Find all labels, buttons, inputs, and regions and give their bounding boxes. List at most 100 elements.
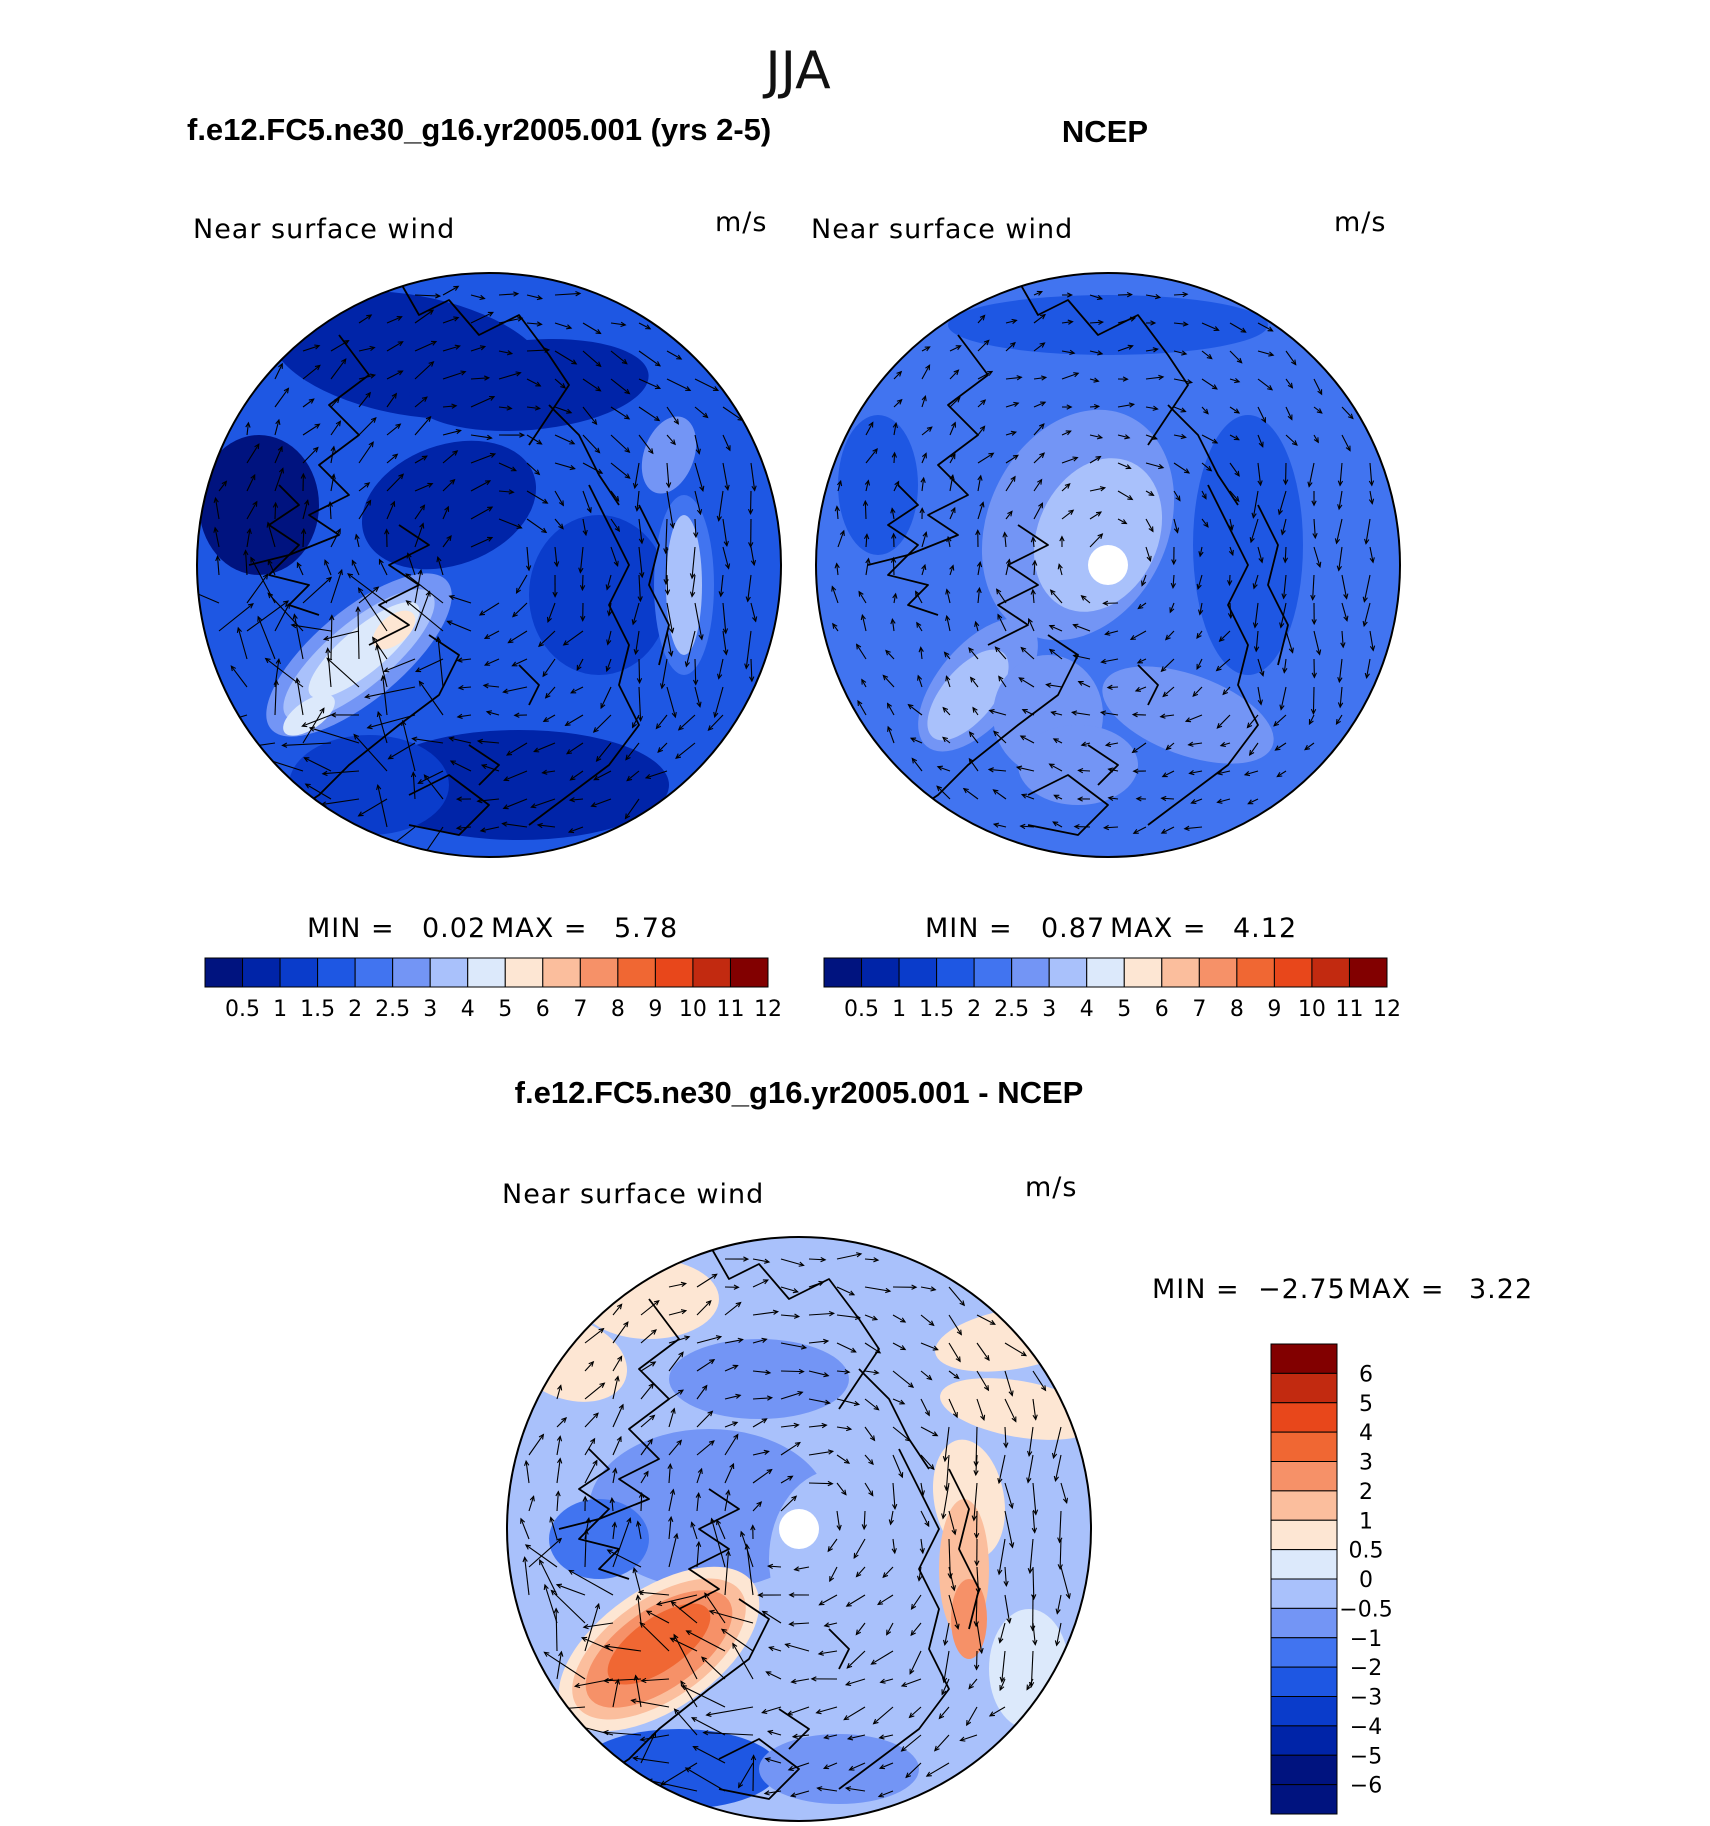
wind-arrow [246,527,252,548]
field-region [372,610,416,650]
wind-arrow [542,714,556,723]
wind-arrow [1030,588,1036,604]
wind-arrow [886,702,895,716]
wind-arrow [632,1755,670,1764]
wind-arrow [916,621,923,632]
wind-arrow [1100,658,1119,664]
wind-arrow [893,370,903,380]
colorbar-tick-label: 3 [1042,997,1056,1022]
panel-diff-max-label: MAX = [1348,1274,1444,1305]
wind-arrow [861,678,867,688]
wind-arrow [1005,375,1023,381]
wind-arrow [977,452,995,464]
coastline [248,334,370,566]
wind-arrow [610,462,631,479]
wind-arrow [639,1621,670,1652]
wind-arrow [933,1734,950,1752]
wind-arrow [1162,686,1175,698]
field-region [199,435,319,575]
wind-arrow [386,453,399,464]
wind-arrow [1341,602,1349,622]
wind-arrow [694,490,703,516]
wind-arrow [302,499,310,520]
field-region [769,1469,909,1649]
wind-arrow [386,341,404,352]
wind-arrow [303,757,332,772]
wind-arrow [659,658,668,690]
wind-arrow [1285,378,1294,389]
wind-arrow [330,340,350,352]
wind-arrow [526,518,548,534]
wind-arrow [1164,630,1175,641]
wind-arrow [1285,350,1297,366]
wind-arrow [1252,574,1259,590]
panel-model-units: m/s [715,207,767,238]
wind-arrow [1304,742,1315,751]
colorbar-swatch [392,957,431,988]
wind-arrow [916,1566,923,1582]
wind-arrow [1310,686,1317,715]
wind-arrow [1160,795,1175,802]
wind-arrow [556,1384,563,1400]
wind-arrow [578,546,584,574]
wind-arrow [386,315,403,324]
wind-arrow [974,620,980,632]
wind-arrow [822,1762,838,1770]
wind-arrow [435,636,444,688]
wind-arrow [513,712,528,718]
wind-arrow [882,1566,894,1579]
wind-arrow [470,480,492,492]
wind-arrow [1281,574,1287,600]
wind-arrow [610,490,620,502]
wind-arrow [668,1488,676,1512]
wind-arrow [1229,406,1241,414]
wind-arrow [968,1678,978,1690]
colorbar-tick-label: 4 [1359,1421,1373,1446]
colorbar-swatch [654,957,694,988]
wind-arrow [704,1592,726,1624]
wind-arrow [707,714,724,732]
wind-arrow [638,1491,645,1512]
wind-arrow [1282,546,1289,564]
wind-arrow [483,658,500,666]
wind-arrow [580,1636,614,1652]
wind-arrow [780,1441,801,1456]
wind-arrow [296,561,304,576]
wind-arrow [724,1421,739,1428]
wind-arrow [405,573,444,604]
wind-arrow [918,646,924,660]
wind-arrow [595,742,612,762]
wind-arrow [949,474,955,492]
wind-arrow [554,291,582,297]
wind-arrow [818,1594,838,1606]
wind-arrow [690,1521,698,1540]
wind-arrow [456,713,472,719]
wind-arrow [761,1610,782,1624]
wind-arrow [215,555,221,576]
colorbar-swatch [1011,957,1050,988]
field-region [927,649,1009,741]
wind-arrow [564,714,584,727]
wind-arrow [1173,433,1187,440]
wind-arrow [997,1454,1006,1485]
wind-arrow [788,1592,810,1598]
wind-arrow [1257,378,1274,391]
wind-arrow [855,1622,866,1636]
wind-arrow [639,1734,670,1742]
panel-model-max-value: 5.78 [614,913,678,944]
wind-arrow [295,677,304,716]
wind-arrow [246,443,260,464]
wind-arrow [823,1622,838,1628]
wind-arrow [302,446,319,464]
wind-arrow [357,587,388,632]
wind-arrow [1032,1482,1039,1516]
wind-arrow [949,421,957,436]
colorbar-tick-label: 1 [273,997,287,1022]
wind-arrow [817,1650,838,1656]
wind-arrow [555,1583,586,1596]
wind-arrow [470,536,494,548]
wind-arrow [418,680,444,716]
wind-arrow [1136,658,1147,664]
wind-arrow [949,345,962,352]
wind-arrow [921,346,931,352]
